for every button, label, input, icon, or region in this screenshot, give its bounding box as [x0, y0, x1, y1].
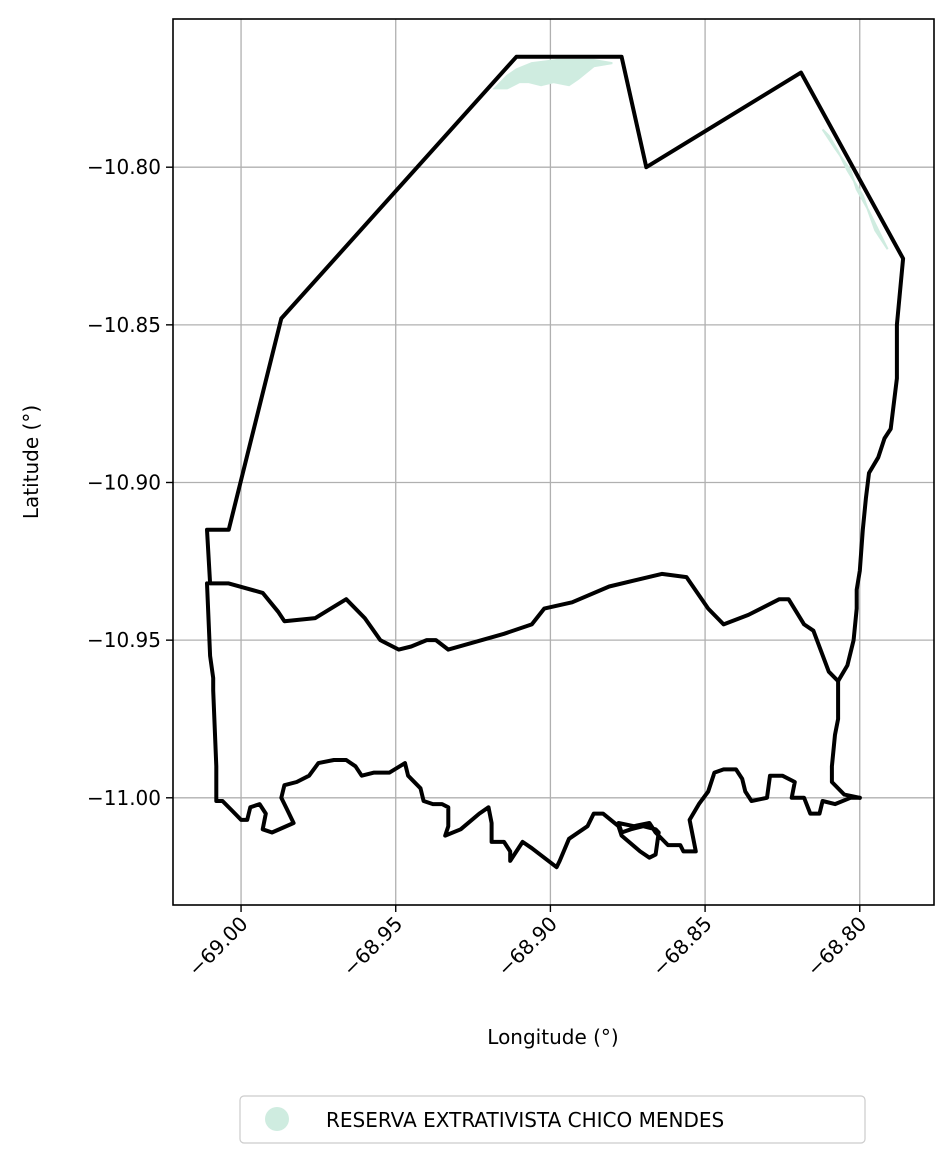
east-edge	[829, 679, 862, 800]
y-tick-label-1: −10.85	[87, 313, 161, 337]
legend-frame	[239, 1095, 866, 1144]
outer-boundary	[205, 54, 906, 684]
lower-boundary	[205, 581, 862, 870]
legend: RESERVA EXTRATIVISTA CHICO MENDES	[239, 1095, 866, 1144]
legend-label-reserve: RESERVA EXTRATIVISTA CHICO MENDES	[326, 1108, 724, 1132]
reserve-patch-0	[492, 59, 613, 90]
y-tick-label-3: −10.95	[87, 628, 161, 652]
y-tick-label-2: −10.90	[87, 470, 161, 494]
y-tick-label-4: −11.00	[87, 786, 161, 810]
grid-lines	[173, 19, 934, 905]
y-tick-label-0: −10.80	[87, 155, 161, 179]
x-axis-label: Longitude (°)	[487, 1025, 618, 1049]
y-axis-label: Latitude (°)	[19, 405, 43, 519]
legend-swatch-reserve	[265, 1107, 289, 1131]
map-layers	[205, 54, 906, 870]
plot-frame	[172, 18, 935, 906]
reserve-patch-1	[821, 128, 889, 250]
